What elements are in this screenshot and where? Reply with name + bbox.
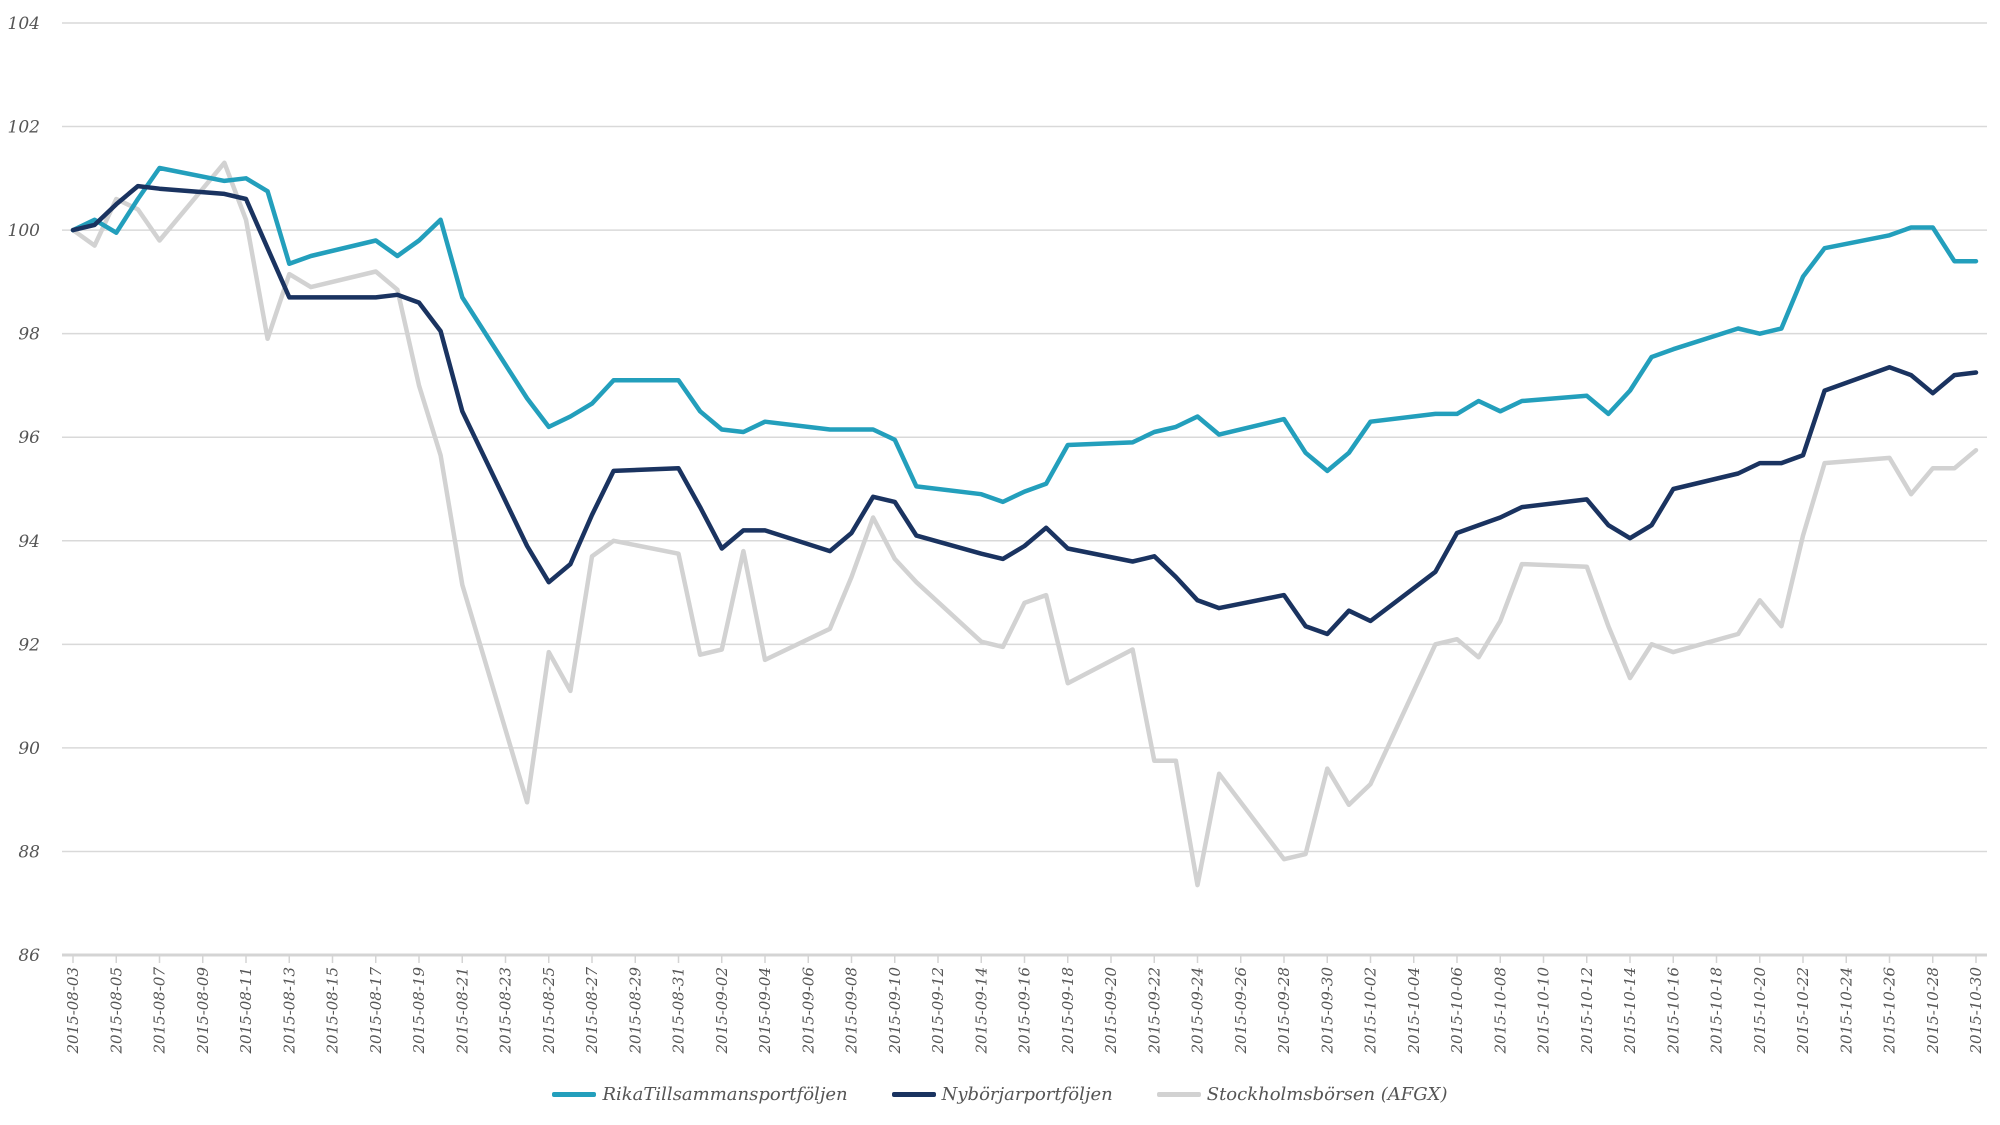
y-tick-label: 102: [8, 118, 40, 138]
x-tick-label: 2015-08-07: [151, 967, 169, 1055]
legend-swatch-afgx: [1156, 1092, 1201, 1097]
x-tick-label: 2015-08-09: [194, 967, 212, 1055]
x-tick-label: 2015-08-13: [280, 967, 298, 1054]
x-tick-label: 2015-09-26: [1232, 967, 1250, 1055]
x-tick-label: 2015-10-10: [1535, 967, 1553, 1055]
legend-swatch-rika: [552, 1092, 597, 1097]
x-tick-label: 2015-09-18: [1059, 967, 1077, 1054]
x-tick-label: 2015-10-22: [1794, 967, 1812, 1054]
y-tick-label: 96: [18, 428, 40, 448]
legend: RikaTillsammansportföljen Nybörjarportfö…: [0, 1084, 2000, 1105]
y-tick-label: 98: [18, 325, 40, 345]
x-tick-label: 2015-09-12: [929, 967, 947, 1054]
x-tick-label: 2015-09-06: [799, 967, 817, 1055]
x-tick-label: 2015-08-19: [410, 967, 428, 1055]
x-tick-label: 2015-10-12: [1578, 967, 1596, 1054]
legend-label-nyborjar: Nybörjarportföljen: [941, 1084, 1113, 1105]
x-tick-label: 2015-09-24: [1189, 967, 1207, 1054]
series-line-nyborjar: [70, 183, 1979, 637]
y-axis: 86 88 90 92 94 96 98 100 102 104: [8, 14, 41, 966]
x-tick-label: 2015-10-28: [1924, 967, 1942, 1054]
x-tick-label: 2015-10-16: [1664, 967, 1682, 1055]
series-line-afgx: [70, 160, 1979, 888]
y-tick-label: 88: [18, 842, 40, 862]
legend-item-nyborjar[interactable]: Nybörjarportföljen: [891, 1084, 1113, 1105]
legend-label-afgx: Stockholmsbörsen (AFGX): [1206, 1084, 1448, 1105]
x-tick-label: 2015-08-25: [540, 967, 558, 1054]
x-tick-label: 2015-10-26: [1881, 967, 1899, 1055]
x-tick-label: 2015-08-15: [324, 967, 342, 1054]
x-tick-label: 2015-09-20: [1102, 967, 1120, 1055]
x-tick-label: 2015-08-27: [583, 967, 601, 1055]
x-tick-label: 2015-10-06: [1448, 967, 1466, 1055]
y-tick-label: 90: [18, 739, 40, 759]
legend-swatch-nyborjar: [891, 1092, 936, 1097]
legend-item-rika[interactable]: RikaTillsammansportföljen: [552, 1084, 848, 1105]
y-tick-label: 92: [18, 635, 40, 655]
x-tick-label: 2015-08-29: [626, 967, 644, 1055]
legend-label-rika: RikaTillsammansportföljen: [602, 1084, 848, 1105]
x-tick-label: 2015-09-30: [1318, 967, 1336, 1055]
x-tick-label: 2015-08-05: [107, 967, 125, 1054]
x-tick-label: 2015-10-04: [1405, 967, 1423, 1054]
x-tick-label: 2015-09-08: [843, 967, 861, 1054]
x-tick-label: 2015-08-03: [64, 967, 82, 1054]
series-line-rika: [70, 165, 1979, 505]
x-tick-label: 2015-08-11: [237, 967, 255, 1054]
series-lines: [70, 160, 1979, 888]
y-tick-label: 86: [18, 946, 40, 966]
x-tick-label: 2015-09-10: [886, 967, 904, 1055]
x-tick-label: 2015-09-16: [1016, 967, 1034, 1055]
x-tick-label: 2015-09-28: [1275, 967, 1293, 1054]
x-axis: 2015-08-03 2015-08-05 2015-08-07 2015-08-09…: [64, 955, 1985, 1054]
legend-item-afgx[interactable]: Stockholmsbörsen (AFGX): [1156, 1084, 1448, 1105]
x-tick-label: 2015-10-02: [1362, 967, 1380, 1054]
x-tick-label: 2015-09-04: [756, 967, 774, 1054]
x-tick-label: 2015-09-02: [713, 967, 731, 1054]
x-tick-label: 2015-09-22: [1145, 967, 1163, 1054]
y-tick-label: 100: [8, 221, 41, 241]
x-tick-label: 2015-10-08: [1491, 967, 1509, 1054]
x-tick-label: 2015-10-14: [1621, 967, 1639, 1054]
x-tick-label: 2015-10-20: [1751, 967, 1769, 1055]
x-tick-label: 2015-10-30: [1967, 967, 1985, 1055]
x-tick-label: 2015-08-21: [453, 967, 471, 1054]
x-tick-label: 2015-08-23: [497, 967, 515, 1054]
x-tick-label: 2015-08-31: [670, 967, 688, 1054]
y-tick-label: 104: [8, 14, 40, 34]
x-tick-label: 2015-10-24: [1837, 967, 1855, 1054]
y-tick-label: 94: [18, 532, 40, 552]
x-tick-label: 2015-10-18: [1708, 967, 1726, 1054]
x-tick-label: 2015-08-17: [367, 967, 385, 1055]
gridlines: [62, 22, 1987, 957]
x-tick-label: 2015-09-14: [972, 967, 990, 1054]
